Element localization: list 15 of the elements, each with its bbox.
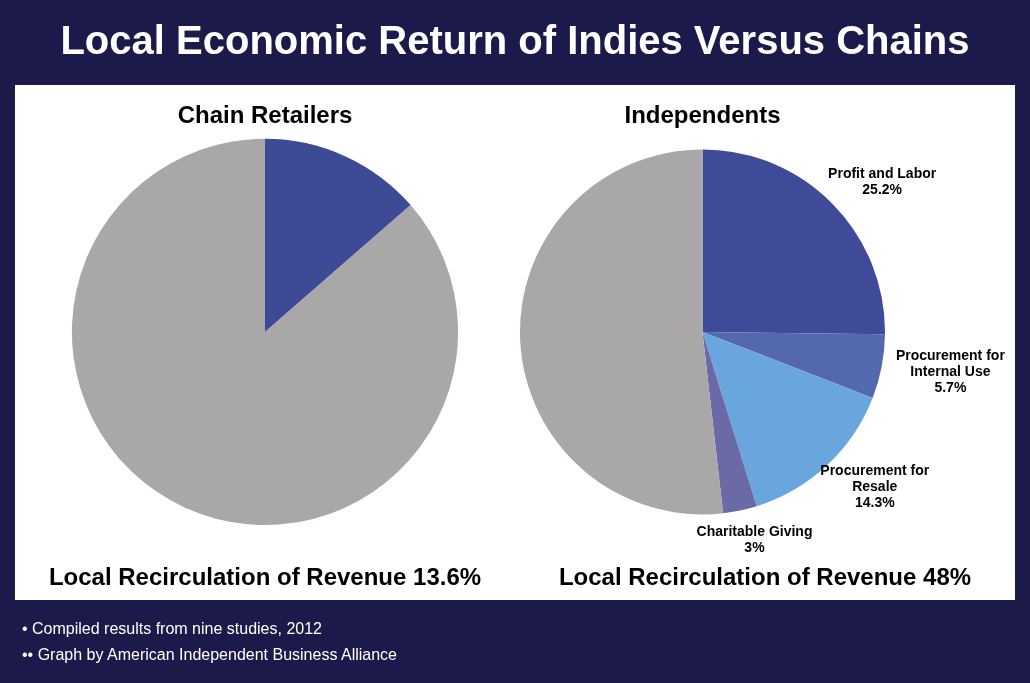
text: • Compiled results from nine studies, 2012 — [22, 619, 323, 639]
text: Local Recirculation of Revenue 48% — [558, 562, 972, 590]
slice-label: Procurement for Resale — [820, 462, 930, 495]
text: Local Economic Return of Indies Versus Chains — [59, 17, 971, 64]
chart-title: Chain Retailers — [177, 101, 353, 129]
chart-title: Independents — [624, 101, 781, 129]
text: Local Recirculation of Revenue 13.6% — [48, 562, 482, 590]
slice-label: Charitable Giving — [696, 522, 813, 539]
slice-label: Profit and Labor — [828, 165, 937, 182]
data-label: 25.2% — [862, 181, 903, 198]
text: •• Graph by American Independent Business Alliance — [22, 645, 397, 665]
data-label: 5.7% — [934, 379, 967, 396]
data-label: 3% — [744, 538, 766, 555]
slice-label: Procurement for Internal Use — [895, 347, 1006, 380]
data-label: 14.3% — [854, 494, 896, 511]
